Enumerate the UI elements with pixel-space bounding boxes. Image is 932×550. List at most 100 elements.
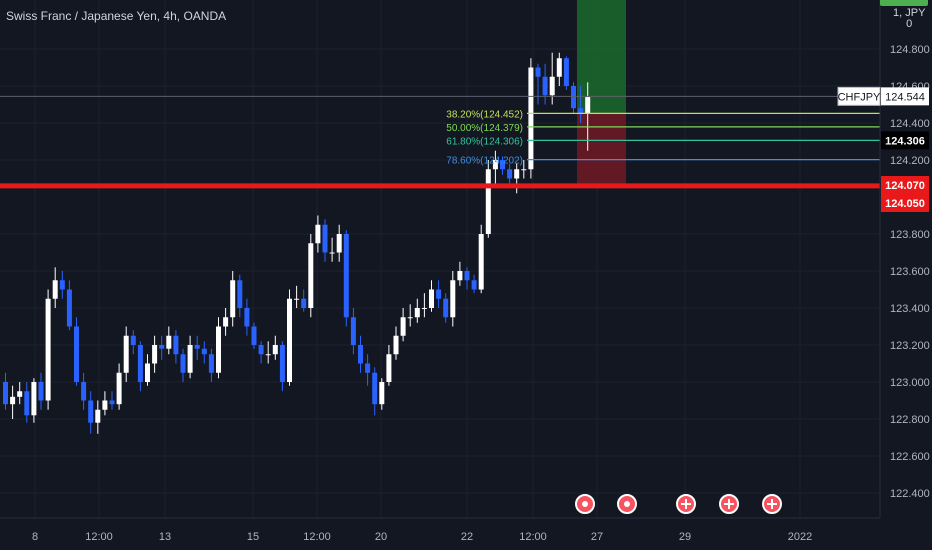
candle-body bbox=[81, 382, 87, 401]
candle-body bbox=[358, 345, 363, 364]
time-tick-label: 12:00 bbox=[519, 531, 547, 543]
candle-body bbox=[478, 234, 484, 290]
candle-body bbox=[294, 298, 300, 300]
price-tag bbox=[881, 131, 929, 150]
candle-body bbox=[17, 391, 23, 397]
candle-body bbox=[223, 317, 229, 327]
candle-body bbox=[386, 354, 392, 382]
candle-body bbox=[308, 243, 314, 308]
time-tick-label: 20 bbox=[375, 531, 387, 543]
candle-body bbox=[350, 317, 356, 345]
candle-body bbox=[152, 345, 158, 364]
candle-body bbox=[400, 317, 406, 336]
time-tick-label: 15 bbox=[247, 531, 259, 543]
candle-body bbox=[130, 335, 136, 345]
price-tick-label: 122.600 bbox=[890, 451, 930, 463]
candle-body bbox=[251, 326, 257, 345]
candle-body bbox=[31, 382, 37, 416]
candle-body bbox=[578, 108, 584, 114]
time-tick-label: 12:00 bbox=[85, 531, 113, 543]
fib-level-label: 50.00%(124.379) bbox=[446, 123, 523, 134]
fib-level-label: 78.60%(124.202) bbox=[446, 156, 523, 167]
fib-level-label: 38.20%(124.452) bbox=[446, 109, 523, 120]
candle-body bbox=[379, 382, 385, 405]
candle-body bbox=[471, 280, 477, 290]
candle-body bbox=[450, 280, 456, 318]
candle-body bbox=[485, 169, 491, 234]
take-profit-zone bbox=[577, 0, 626, 114]
candle-body bbox=[336, 234, 342, 253]
plus-icon bbox=[724, 503, 734, 505]
price-tag-label: 124.306 bbox=[885, 135, 925, 147]
candle-body bbox=[258, 345, 264, 355]
candle-body bbox=[436, 289, 442, 299]
price-scale-top-tag bbox=[880, 0, 928, 6]
price-tick-label: 124.800 bbox=[890, 44, 930, 56]
time-tick-label: 2022 bbox=[788, 531, 812, 543]
candle-body bbox=[201, 348, 207, 355]
candle-body bbox=[528, 67, 534, 170]
candle-body bbox=[365, 363, 371, 373]
candle-body bbox=[24, 391, 30, 416]
candle-body bbox=[393, 335, 399, 355]
currency-badge: 1, JPY 0 bbox=[893, 8, 925, 30]
candle-body bbox=[329, 252, 335, 254]
candle-body bbox=[173, 335, 179, 355]
price-tick-label: 122.800 bbox=[890, 414, 930, 426]
candle-body bbox=[187, 345, 193, 373]
stop-loss-zone bbox=[577, 113, 626, 185]
candle-body bbox=[230, 280, 236, 318]
candle-body bbox=[571, 86, 576, 109]
symbol-label-box bbox=[837, 86, 881, 106]
candle-body bbox=[414, 308, 420, 318]
candle-body bbox=[372, 372, 378, 405]
candle-body bbox=[272, 345, 278, 355]
candle-body bbox=[514, 169, 520, 179]
candle-body bbox=[521, 169, 527, 171]
candle-body bbox=[216, 326, 221, 373]
price-tick-label: 123.000 bbox=[890, 377, 930, 389]
candle-body bbox=[194, 345, 200, 349]
candle-body bbox=[159, 345, 165, 349]
price-tick-label: 123.400 bbox=[890, 303, 930, 315]
candle-body bbox=[301, 298, 307, 308]
candle-body bbox=[287, 298, 292, 382]
candle-body bbox=[95, 409, 101, 423]
price-tick-label: 123.600 bbox=[890, 266, 930, 278]
candle-body bbox=[500, 160, 505, 170]
time-tick-label: 13 bbox=[159, 531, 171, 543]
candle-body bbox=[507, 169, 513, 179]
candle-body bbox=[74, 326, 79, 382]
candle-body bbox=[38, 382, 44, 401]
candle-body bbox=[137, 345, 143, 382]
candle-body bbox=[88, 400, 94, 423]
candle-body bbox=[556, 58, 562, 77]
candle-body bbox=[265, 354, 271, 356]
candle-body bbox=[102, 400, 108, 410]
time-tick-label: 27 bbox=[591, 531, 603, 543]
currency-badge-label: 1, JPY bbox=[893, 7, 926, 19]
price-tick-label: 122.400 bbox=[890, 488, 930, 500]
candle-body bbox=[585, 97, 591, 114]
candle-body bbox=[322, 224, 328, 253]
candle-body bbox=[563, 58, 569, 86]
candle-body bbox=[542, 76, 548, 96]
candle-body bbox=[109, 400, 115, 405]
price-tag bbox=[881, 194, 929, 212]
symbol-title[interactable]: Swiss Franc / Japanese Yen, 4h, OANDA bbox=[6, 9, 227, 23]
candle-body bbox=[3, 382, 8, 405]
candle-body bbox=[66, 289, 72, 327]
candle-body bbox=[10, 396, 16, 405]
candle-body bbox=[123, 335, 129, 373]
current-price-tag bbox=[881, 87, 929, 106]
current-price-value: 124.544 bbox=[885, 91, 925, 103]
candle-body bbox=[343, 234, 349, 318]
price-tag-label: 124.070 bbox=[885, 180, 925, 192]
candle-body bbox=[208, 354, 214, 373]
currency-badge-suffix: 0 bbox=[906, 18, 913, 30]
price-tag-label: 124.050 bbox=[885, 198, 925, 210]
flag-icon bbox=[624, 501, 630, 507]
time-tick-label: 8 bbox=[32, 531, 38, 543]
